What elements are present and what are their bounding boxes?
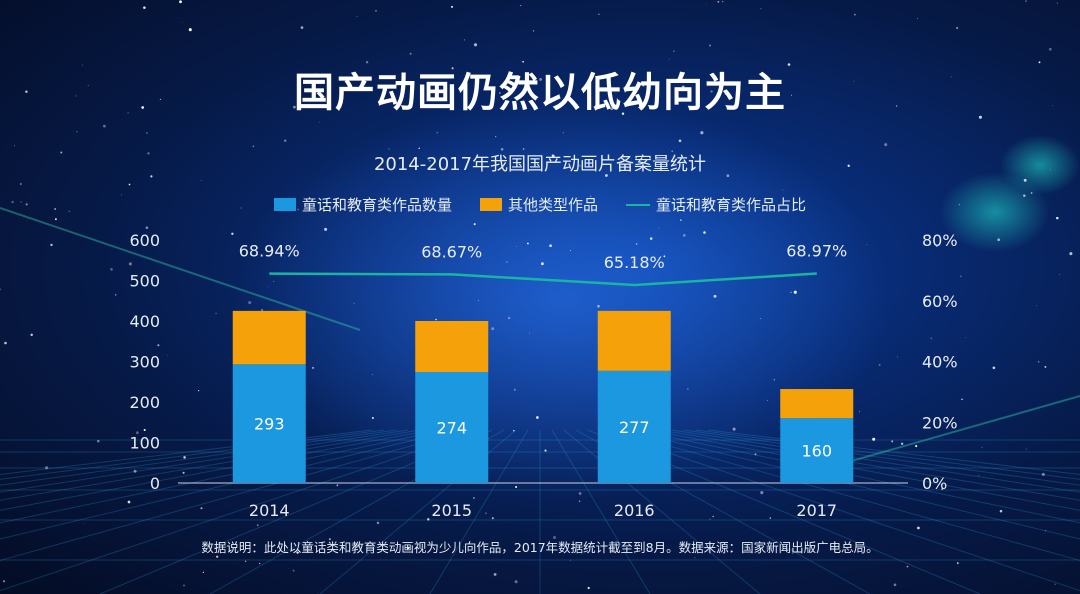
y2-tick-label: 40% [922,353,958,372]
chart-title: 2014-2017年我国国产动画片备案量统计 [373,154,707,175]
bar-value-label: 160 [801,442,832,461]
bar-children [415,372,489,483]
x-tick-label: 2015 [431,501,472,520]
legend-swatch-children [273,198,296,211]
y-tick-label: 300 [129,353,160,372]
x-tick-label: 2016 [614,501,655,520]
ratio-label: 65.18% [604,253,665,272]
ratio-line [269,272,817,287]
bar-other [780,389,854,419]
legend-item-children: 童话和教育类作品数量 [273,194,452,215]
ratio-label: 68.67% [421,242,482,261]
y-tick-label: 600 [129,231,160,250]
bar-children [597,370,671,483]
bar-value-label: 293 [254,415,285,434]
legend: 童话和教育类作品数量 其他类型作品 童话和教育类作品占比 [0,194,1080,215]
headline: 国产动画仍然以低幼向为主 [294,70,786,116]
y2-tick-label: 0% [922,474,947,493]
bar-value-label: 277 [619,418,650,437]
x-tick-label: 2014 [249,501,290,520]
y-tick-label: 0 [150,474,160,493]
ratio-label: 68.94% [239,242,300,261]
bar-other [232,310,306,365]
legend-label-other: 其他类型作品 [507,196,598,214]
ratio-label: 68.97% [786,242,847,261]
bar-other [597,310,671,371]
legend-swatch-ratio [626,203,650,206]
y-tick-label: 400 [129,312,160,331]
bar-value-label: 274 [436,419,467,438]
legend-swatch-other [479,198,502,211]
bar-children [232,364,306,483]
legend-label-ratio: 童话和教育类作品占比 [656,196,807,214]
legend-item-other: 其他类型作品 [479,194,598,215]
y2-tick-label: 20% [922,413,958,432]
y-tick-label: 100 [129,434,160,453]
bar-children [780,418,854,483]
legend-label-children: 童话和教育类作品数量 [301,196,452,214]
y2-tick-label: 60% [922,292,958,311]
y-tick-label: 500 [129,272,160,291]
x-tick-label: 2017 [796,501,837,520]
y2-tick-label: 80% [922,231,958,250]
data-note: 数据说明：此处以童话类和教育类动画视为少儿向作品，2017年数据统计截至到8月。… [201,540,879,555]
y-tick-label: 200 [129,393,160,412]
bar-other [415,321,489,373]
legend-item-ratio: 童话和教育类作品占比 [626,194,806,215]
